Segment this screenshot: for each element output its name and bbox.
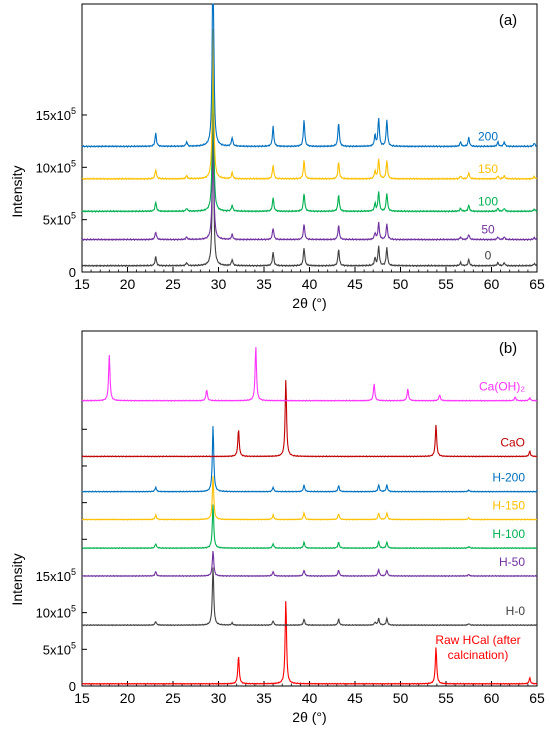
series-line <box>81 116 538 268</box>
x-tick-label: 35 <box>256 276 272 292</box>
series-line <box>81 347 538 402</box>
x-tick-label: 20 <box>120 690 136 706</box>
series-label: CaO <box>500 435 525 449</box>
x-tick-label: 15 <box>74 690 90 706</box>
series-line <box>81 601 538 686</box>
panel-b: 15 20 25 30 35 40 45 50 55 60 65 0 5x105 10x105 15x105… <box>9 330 545 725</box>
x-tick-label: 45 <box>347 690 363 706</box>
y-tick-label: 5x105 <box>43 640 76 657</box>
series-line <box>81 3 538 148</box>
series-line <box>81 62 538 213</box>
x-tick-label: 65 <box>529 276 545 292</box>
series-line <box>81 550 538 578</box>
panel-a: 15 20 25 30 35 40 45 50 55 60 65 0 5x105 10x105 15x105… <box>9 3 545 311</box>
x-tick-label: 60 <box>484 690 500 706</box>
x-tick-label: 15 <box>74 276 90 292</box>
series-label: Raw HCal (after calcination) <box>435 633 520 662</box>
panel-label: (a) <box>499 12 517 29</box>
series-line <box>81 380 538 458</box>
y-tick-label: 0 <box>69 679 76 694</box>
series-line <box>81 29 538 181</box>
series-line <box>81 567 538 627</box>
series-label: H-200 <box>492 471 525 485</box>
series-label: H-100 <box>492 527 525 541</box>
x-tick-label: 30 <box>211 690 227 706</box>
x-tick-label: 20 <box>120 276 136 292</box>
y-tick-label: 15x105 <box>36 567 76 584</box>
x-axis-label: 2θ (°) <box>292 709 326 725</box>
series-label: 50 <box>481 223 495 237</box>
x-tick-label: 25 <box>165 276 181 292</box>
x-tick-label: 55 <box>438 276 454 292</box>
panel-label: (b) <box>499 340 517 357</box>
series-line <box>81 112 538 242</box>
series-line <box>81 426 538 493</box>
x-tick-label: 50 <box>393 276 409 292</box>
series-label: 200 <box>478 129 498 143</box>
x-tick-label: 60 <box>484 276 500 292</box>
y-tick-label: 0 <box>69 265 76 280</box>
series-line <box>81 504 538 550</box>
x-axis-label: 2θ (°) <box>292 295 326 311</box>
y-tick-label: 5x105 <box>43 211 76 228</box>
series-label: H-50 <box>499 555 525 569</box>
y-axis-label: Intensity <box>9 166 25 218</box>
series-label: H-0 <box>506 604 526 618</box>
x-tick-label: 45 <box>347 276 363 292</box>
x-tick-label: 40 <box>302 690 318 706</box>
x-tick-label: 55 <box>438 690 454 706</box>
y-tick-label: 10x105 <box>36 604 76 621</box>
x-tick-label: 25 <box>165 690 181 706</box>
x-tick-label: 50 <box>393 690 409 706</box>
series-label: Ca(OH)₂ <box>479 380 525 394</box>
x-tick-label: 30 <box>211 276 227 292</box>
y-tick-label: 10x105 <box>36 158 76 175</box>
series-label: 100 <box>478 194 498 208</box>
series-label: H-150 <box>492 499 525 513</box>
series-line <box>81 476 538 521</box>
x-tick-label: 65 <box>529 690 545 706</box>
x-tick-label: 35 <box>256 690 272 706</box>
series-label: 150 <box>478 162 498 176</box>
x-tick-label: 40 <box>302 276 318 292</box>
y-tick-label: 15x105 <box>36 106 76 123</box>
y-axis-label: Intensity <box>9 553 25 605</box>
series-label: 0 <box>485 249 492 263</box>
